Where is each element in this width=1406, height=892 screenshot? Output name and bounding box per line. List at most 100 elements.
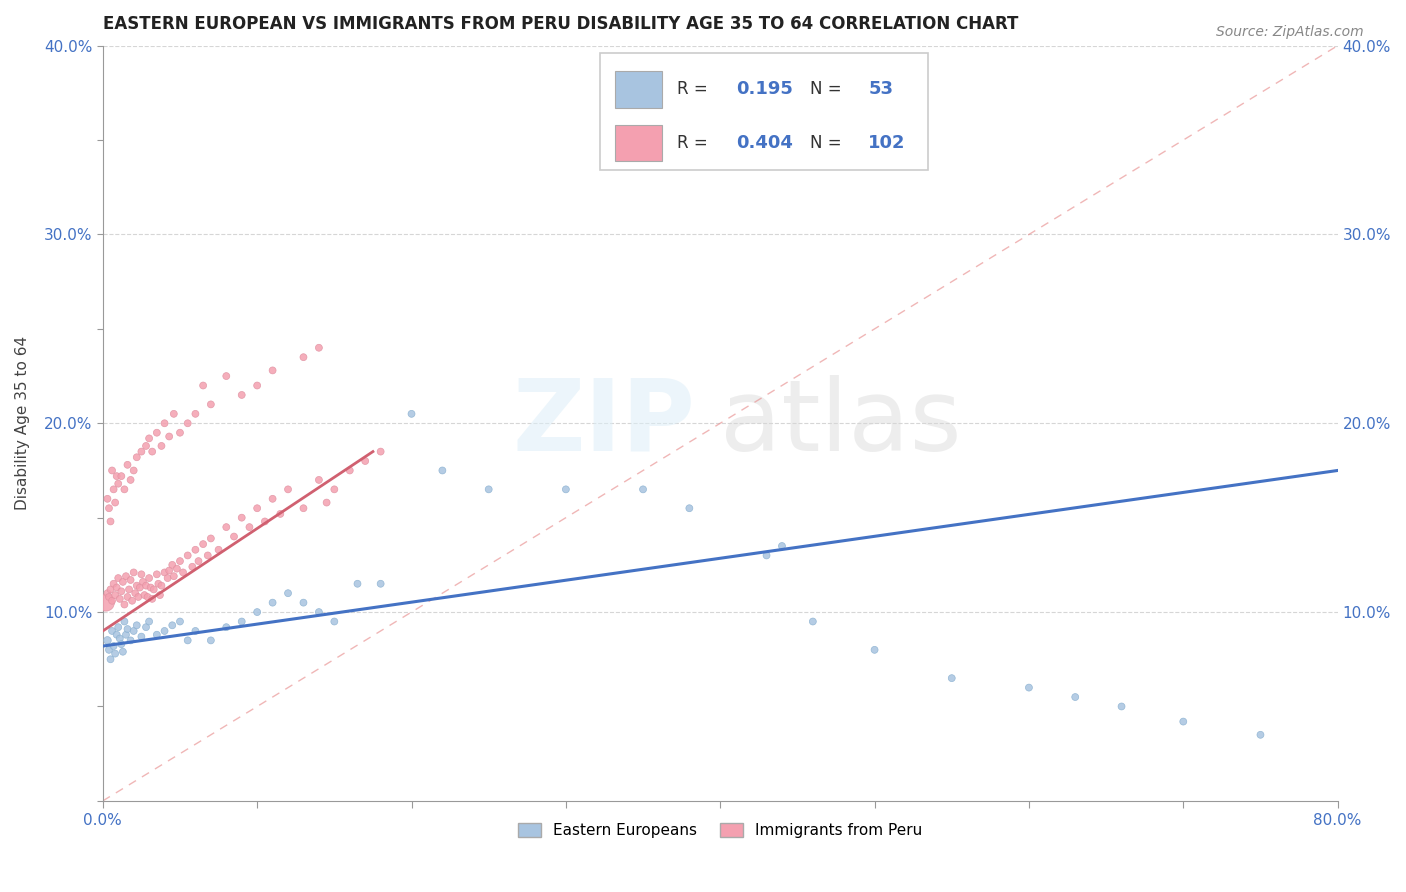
Point: [200, 397, 222, 411]
Point: [176, 549, 198, 563]
Point: [105, 469, 128, 483]
Point: [104, 495, 127, 509]
Legend: Eastern Europeans, Immigrants from Peru: Eastern Europeans, Immigrants from Peru: [510, 816, 931, 847]
Point: [339, 463, 361, 477]
Text: R =: R =: [678, 80, 707, 98]
Point: [98, 590, 121, 604]
Point: [135, 579, 157, 593]
Point: [222, 530, 245, 544]
Point: [184, 624, 207, 638]
Point: [354, 454, 377, 468]
Point: [432, 463, 454, 477]
Point: [141, 444, 163, 458]
Point: [157, 429, 180, 443]
Point: [191, 537, 214, 551]
Point: [262, 596, 284, 610]
Point: [110, 469, 132, 483]
Point: [176, 633, 198, 648]
Text: 53: 53: [869, 80, 893, 98]
Point: [134, 588, 156, 602]
Point: [131, 567, 153, 582]
Point: [801, 615, 824, 629]
Point: [146, 425, 169, 440]
Point: [156, 571, 179, 585]
Point: [98, 643, 121, 657]
Point: [478, 483, 501, 497]
Point: [246, 501, 269, 516]
Point: [166, 562, 188, 576]
Point: [120, 573, 142, 587]
Point: [112, 483, 135, 497]
Point: [108, 632, 131, 646]
Point: [135, 439, 157, 453]
Point: [163, 407, 186, 421]
Point: [148, 576, 170, 591]
Point: [107, 571, 129, 585]
Point: [292, 596, 315, 610]
Point: [112, 598, 135, 612]
Point: [1111, 699, 1133, 714]
Text: R =: R =: [678, 134, 707, 153]
Point: [104, 647, 127, 661]
Point: [277, 483, 299, 497]
Point: [181, 559, 204, 574]
Point: [108, 591, 131, 606]
Point: [169, 615, 191, 629]
Point: [323, 483, 346, 497]
Text: 102: 102: [869, 134, 905, 153]
Point: [111, 574, 134, 589]
Point: [112, 615, 135, 629]
Text: EASTERN EUROPEAN VS IMMIGRANTS FROM PERU DISABILITY AGE 35 TO 64 CORRELATION CHA: EASTERN EUROPEAN VS IMMIGRANTS FROM PERU…: [103, 15, 1018, 33]
Point: [277, 586, 299, 600]
Point: [101, 593, 124, 607]
Point: [138, 571, 160, 585]
Point: [122, 566, 145, 580]
Point: [96, 491, 118, 506]
Point: [231, 615, 253, 629]
Point: [1249, 728, 1271, 742]
Point: [115, 569, 138, 583]
Point: [107, 620, 129, 634]
Point: [101, 624, 124, 638]
Point: [131, 444, 153, 458]
Point: [124, 586, 146, 600]
Point: [110, 637, 132, 651]
Point: [1018, 681, 1040, 695]
FancyBboxPatch shape: [600, 54, 928, 170]
Point: [1064, 690, 1087, 704]
Point: [98, 501, 121, 516]
Point: [138, 431, 160, 445]
Point: [111, 645, 134, 659]
Point: [308, 341, 330, 355]
Point: [308, 473, 330, 487]
Point: [118, 582, 141, 597]
Point: [246, 605, 269, 619]
Point: [125, 579, 148, 593]
Point: [755, 549, 778, 563]
Point: [1173, 714, 1195, 729]
Point: [554, 483, 576, 497]
Point: [103, 483, 125, 497]
Point: [120, 473, 142, 487]
Point: [141, 591, 163, 606]
Point: [631, 483, 654, 497]
Point: [169, 554, 191, 568]
Text: ZIP: ZIP: [513, 375, 696, 472]
Point: [191, 378, 214, 392]
Point: [100, 515, 122, 529]
Point: [215, 520, 238, 534]
Point: [104, 588, 127, 602]
Point: [187, 554, 209, 568]
Point: [107, 476, 129, 491]
Point: [103, 639, 125, 653]
Point: [105, 628, 128, 642]
Point: [370, 444, 392, 458]
Point: [231, 510, 253, 524]
Point: [135, 620, 157, 634]
Text: 0.404: 0.404: [737, 134, 793, 153]
Text: N =: N =: [810, 134, 842, 153]
Point: [120, 633, 142, 648]
Point: [308, 605, 330, 619]
Point: [127, 590, 149, 604]
Point: [117, 590, 139, 604]
